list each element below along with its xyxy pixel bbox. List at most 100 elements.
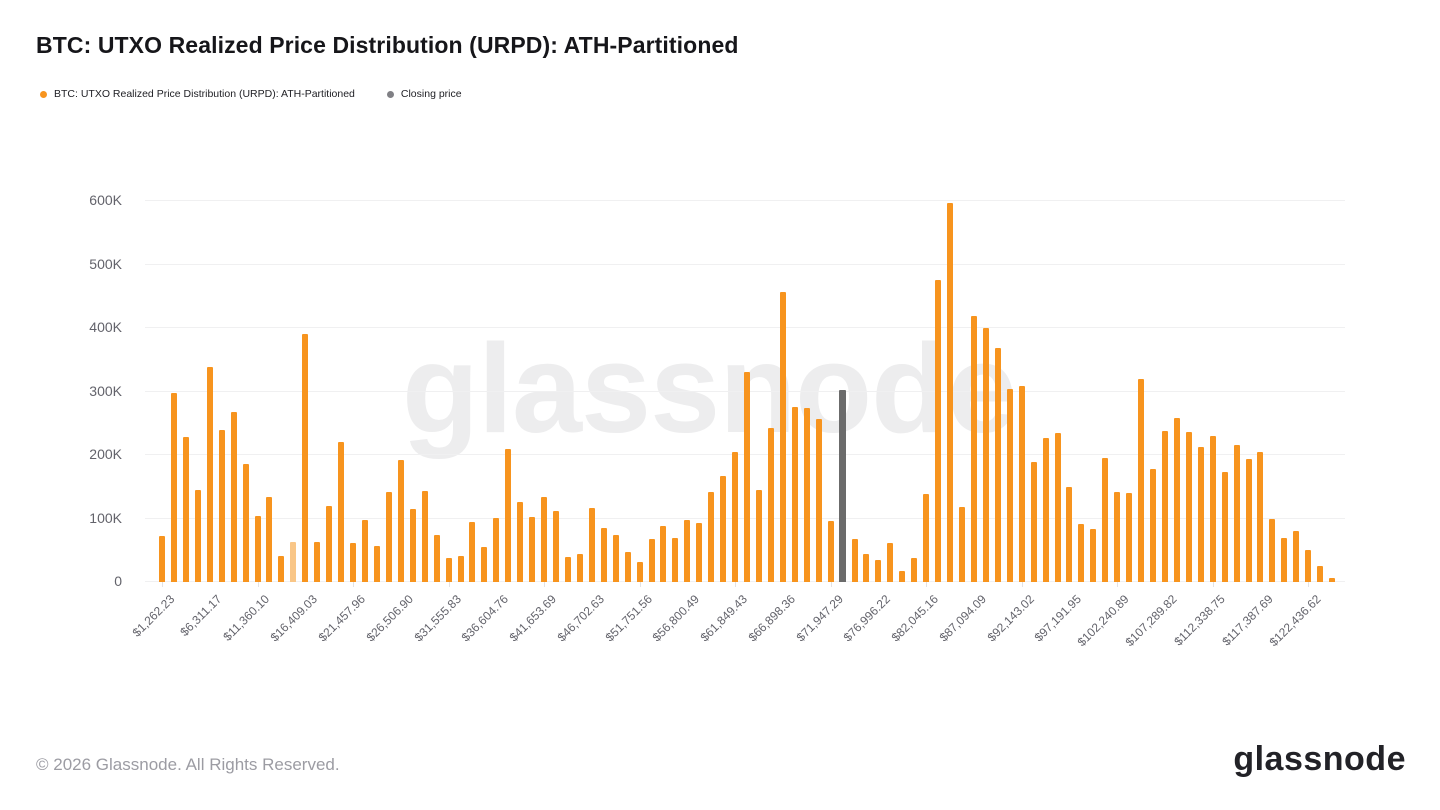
urpd-bar[interactable] bbox=[314, 542, 321, 582]
urpd-bar[interactable] bbox=[1054, 432, 1061, 582]
urpd-bar[interactable] bbox=[576, 554, 583, 582]
urpd-bar[interactable] bbox=[923, 493, 930, 582]
urpd-bar[interactable] bbox=[1293, 531, 1300, 582]
urpd-bar[interactable] bbox=[935, 279, 942, 582]
urpd-bar[interactable] bbox=[648, 538, 655, 582]
urpd-bar[interactable] bbox=[911, 557, 918, 582]
urpd-bar[interactable] bbox=[827, 521, 834, 582]
legend-item-urpd[interactable]: BTC: UTXO Realized Price Distribution (U… bbox=[40, 88, 355, 100]
urpd-bar[interactable] bbox=[612, 535, 619, 582]
urpd-bar[interactable] bbox=[326, 505, 333, 582]
urpd-bar[interactable] bbox=[875, 559, 882, 582]
urpd-bar[interactable] bbox=[720, 475, 727, 582]
urpd-bar[interactable] bbox=[170, 393, 177, 582]
urpd-bar[interactable] bbox=[553, 510, 560, 582]
urpd-bar[interactable] bbox=[672, 538, 679, 582]
urpd-bar[interactable] bbox=[600, 528, 607, 582]
urpd-bar[interactable] bbox=[660, 526, 667, 582]
urpd-bar[interactable] bbox=[624, 552, 631, 582]
urpd-bar[interactable] bbox=[409, 508, 416, 582]
urpd-bar[interactable] bbox=[338, 442, 345, 582]
urpd-bar[interactable] bbox=[1269, 519, 1276, 582]
urpd-bar[interactable] bbox=[863, 554, 870, 582]
urpd-bar[interactable] bbox=[457, 555, 464, 582]
urpd-bar[interactable] bbox=[397, 460, 404, 582]
urpd-bar[interactable] bbox=[564, 557, 571, 582]
urpd-bar[interactable] bbox=[421, 491, 428, 582]
urpd-bar[interactable] bbox=[469, 521, 476, 582]
urpd-bar[interactable] bbox=[1126, 493, 1133, 582]
urpd-bar[interactable] bbox=[1173, 417, 1180, 582]
urpd-bar[interactable] bbox=[588, 507, 595, 582]
urpd-bar[interactable] bbox=[1317, 566, 1324, 582]
urpd-bar[interactable] bbox=[1114, 491, 1121, 582]
urpd-bar[interactable] bbox=[1329, 577, 1336, 582]
urpd-bar[interactable] bbox=[529, 517, 536, 582]
urpd-bar[interactable] bbox=[206, 366, 213, 582]
urpd-bar[interactable] bbox=[517, 502, 524, 582]
urpd-bar[interactable] bbox=[696, 522, 703, 582]
legend-item-closing-price[interactable]: Closing price bbox=[386, 88, 462, 100]
urpd-bar[interactable] bbox=[385, 491, 392, 582]
urpd-bar[interactable] bbox=[970, 315, 977, 582]
closing-price-bar[interactable] bbox=[839, 390, 847, 582]
urpd-bar[interactable] bbox=[350, 542, 357, 582]
urpd-bar[interactable] bbox=[1066, 486, 1073, 582]
urpd-bar[interactable] bbox=[803, 408, 810, 582]
urpd-bar[interactable] bbox=[541, 496, 548, 582]
urpd-bar[interactable] bbox=[218, 430, 225, 582]
urpd-bar[interactable] bbox=[732, 451, 739, 582]
urpd-bar[interactable] bbox=[958, 507, 965, 582]
urpd-bar[interactable] bbox=[994, 347, 1001, 582]
urpd-bar[interactable] bbox=[254, 515, 261, 582]
urpd-bar[interactable] bbox=[1102, 458, 1109, 582]
urpd-bar[interactable] bbox=[1305, 550, 1312, 582]
urpd-bar[interactable] bbox=[1078, 524, 1085, 582]
urpd-bar[interactable] bbox=[1197, 447, 1204, 582]
urpd-bar[interactable] bbox=[1090, 529, 1097, 582]
urpd-bar[interactable] bbox=[815, 418, 822, 582]
urpd-bar[interactable] bbox=[791, 406, 798, 582]
urpd-bar[interactable] bbox=[1209, 435, 1216, 582]
urpd-bar[interactable] bbox=[1221, 471, 1228, 582]
urpd-bar[interactable] bbox=[1006, 388, 1013, 582]
urpd-bar[interactable] bbox=[1185, 431, 1192, 582]
urpd-bar[interactable] bbox=[1281, 537, 1288, 582]
urpd-bar[interactable] bbox=[636, 562, 643, 582]
urpd-bar[interactable] bbox=[899, 571, 906, 582]
urpd-bar[interactable] bbox=[1245, 458, 1252, 582]
urpd-bar[interactable] bbox=[159, 536, 165, 582]
urpd-bar[interactable] bbox=[445, 557, 452, 582]
urpd-bar[interactable] bbox=[493, 517, 500, 582]
urpd-bar[interactable] bbox=[266, 496, 273, 582]
urpd-bar[interactable] bbox=[1018, 385, 1025, 582]
urpd-bar[interactable] bbox=[290, 542, 297, 582]
urpd-bar[interactable] bbox=[1257, 452, 1264, 582]
urpd-bar[interactable] bbox=[361, 519, 368, 582]
urpd-bar[interactable] bbox=[851, 538, 858, 582]
urpd-bar[interactable] bbox=[744, 371, 751, 582]
urpd-bar[interactable] bbox=[767, 428, 774, 582]
urpd-bar[interactable] bbox=[505, 449, 512, 582]
urpd-bar[interactable] bbox=[1150, 468, 1157, 582]
urpd-bar[interactable] bbox=[1161, 430, 1168, 582]
urpd-bar[interactable] bbox=[302, 334, 309, 582]
urpd-bar[interactable] bbox=[1233, 444, 1240, 582]
urpd-bar[interactable] bbox=[242, 463, 249, 582]
urpd-bar[interactable] bbox=[194, 489, 201, 582]
urpd-bar[interactable] bbox=[1138, 378, 1145, 582]
urpd-bar[interactable] bbox=[433, 535, 440, 582]
urpd-bar[interactable] bbox=[887, 543, 894, 582]
urpd-bar[interactable] bbox=[779, 291, 786, 582]
urpd-bar[interactable] bbox=[182, 437, 189, 582]
urpd-bar[interactable] bbox=[230, 411, 237, 582]
urpd-bar[interactable] bbox=[373, 545, 380, 582]
urpd-bar[interactable] bbox=[481, 547, 488, 582]
urpd-bar[interactable] bbox=[1042, 437, 1049, 582]
urpd-bar[interactable] bbox=[708, 491, 715, 582]
urpd-bar[interactable] bbox=[982, 328, 989, 582]
urpd-bar[interactable] bbox=[947, 202, 954, 582]
urpd-bar[interactable] bbox=[278, 555, 285, 582]
urpd-bar[interactable] bbox=[684, 519, 691, 582]
urpd-bar[interactable] bbox=[756, 489, 762, 582]
